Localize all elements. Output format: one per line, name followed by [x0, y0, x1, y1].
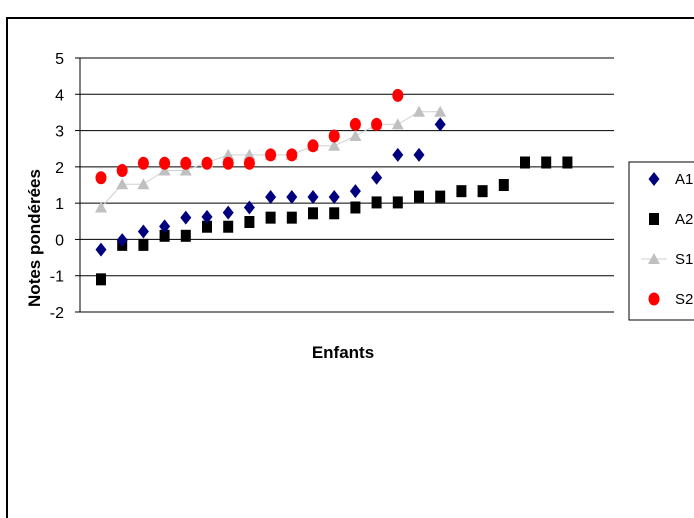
data-point	[265, 189, 277, 204]
data-point	[137, 178, 150, 190]
data-point	[180, 210, 192, 225]
data-point	[328, 139, 341, 151]
data-point	[349, 117, 361, 131]
legend-label: S1	[675, 251, 693, 268]
data-point	[286, 189, 298, 204]
data-point	[328, 189, 340, 204]
data-point	[371, 196, 382, 209]
legend-item: A1	[648, 171, 693, 188]
y-tick-label: 3	[55, 124, 64, 141]
legend-item: A2	[649, 211, 693, 228]
data-point	[201, 209, 213, 224]
gridlines	[75, 57, 614, 313]
data-point	[243, 200, 255, 215]
data-point	[180, 156, 192, 170]
y-tick-labels: 5 4 3 2 1 0 -1 -2	[50, 51, 64, 322]
legend-marker	[648, 253, 660, 264]
legend-label: A1	[675, 171, 693, 188]
data-point	[392, 88, 404, 102]
data-point	[180, 229, 191, 242]
data-point	[350, 201, 361, 214]
data-point	[116, 233, 128, 248]
data-point	[179, 164, 192, 176]
data-point	[562, 156, 573, 169]
y-tick-label: 1	[55, 196, 64, 213]
data-point	[137, 224, 149, 239]
data-point	[265, 211, 276, 224]
data-point	[434, 105, 447, 117]
series-a1	[95, 117, 446, 257]
data-point	[223, 220, 234, 233]
data-point	[243, 156, 255, 170]
y-tick-label: 4	[55, 87, 64, 104]
data-point	[95, 242, 107, 257]
chart-frame	[6, 17, 694, 518]
data-point	[308, 207, 318, 220]
data-point	[392, 196, 403, 209]
legend-marker	[648, 292, 660, 306]
legend-marker	[648, 172, 660, 186]
data-point	[392, 147, 404, 162]
data-point	[116, 163, 128, 177]
legend-item: S1	[641, 251, 693, 268]
data-point	[329, 207, 340, 220]
y-tick-label: 0	[55, 232, 64, 249]
data-point	[286, 148, 298, 162]
data-point	[541, 156, 552, 169]
data-point	[349, 184, 361, 199]
legend-label: S2	[675, 291, 693, 308]
y-axis-title: Notes pondérées	[25, 169, 44, 307]
data-point	[95, 171, 107, 185]
data-point	[159, 229, 170, 242]
data-point	[96, 273, 106, 286]
data-point	[286, 211, 297, 224]
data-point	[307, 189, 319, 204]
data-point	[95, 201, 107, 213]
data-point	[137, 156, 149, 170]
data-point	[413, 147, 425, 162]
data-point	[202, 220, 212, 233]
data-point	[391, 118, 404, 130]
legend: A1 A2 S1 S2	[628, 161, 694, 321]
data-point	[116, 178, 129, 190]
data-point	[222, 205, 234, 220]
data-point	[349, 130, 362, 142]
data-point	[413, 105, 425, 117]
data-point	[520, 156, 530, 169]
y-tick-label: -2	[50, 305, 64, 322]
data-point	[371, 170, 383, 185]
legend-label: A2	[675, 211, 693, 228]
legend-item: S2	[648, 291, 693, 308]
data-point	[243, 148, 256, 160]
data-point	[222, 156, 234, 170]
x-axis-title: Enfants	[312, 343, 374, 362]
data-point	[265, 148, 277, 162]
data-point	[159, 156, 171, 170]
legend-marker	[649, 213, 659, 225]
y-tick-label: 2	[55, 160, 64, 177]
data-point	[158, 164, 171, 176]
legend-box	[628, 161, 694, 321]
data-point	[138, 238, 149, 251]
data-point	[371, 117, 383, 131]
series-a2	[96, 156, 573, 286]
data-point	[477, 185, 488, 198]
data-point	[414, 190, 424, 203]
data-point	[222, 148, 235, 160]
data-point	[498, 179, 509, 191]
data-point	[244, 216, 255, 229]
data-point	[201, 156, 213, 170]
data-point	[435, 190, 446, 203]
series-s2	[95, 88, 404, 185]
data-point	[434, 117, 446, 132]
data-point	[328, 129, 340, 143]
y-tick-label: 5	[55, 51, 64, 68]
data-series	[95, 88, 573, 286]
data-point	[456, 185, 467, 198]
data-point	[159, 219, 171, 234]
y-tick-label: -1	[50, 269, 64, 286]
data-point	[307, 139, 319, 153]
